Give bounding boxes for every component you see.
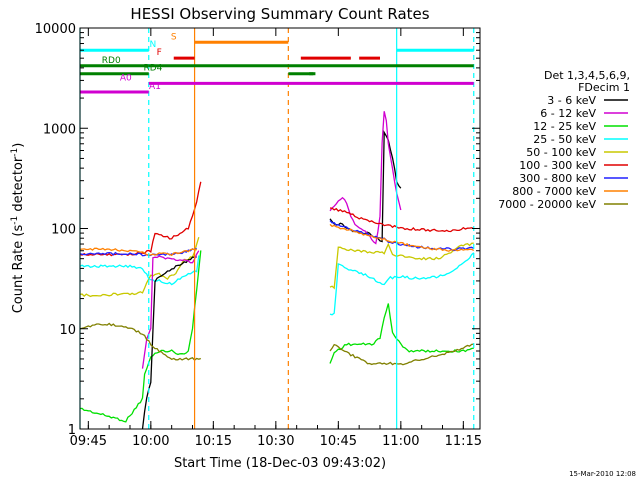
flag-layer: N SF RD0 RD4 A0 A1	[80, 32, 474, 94]
x-tick-label: 10:00	[132, 434, 169, 449]
legend-entry-label: 50 - 100 keV	[526, 146, 596, 159]
y-axis-label-sup2: -1	[10, 148, 20, 157]
flag-label: F	[157, 48, 162, 58]
legend-entry-label: 100 - 300 keV	[519, 159, 596, 172]
legend-entry-label: 800 - 7000 keV	[512, 185, 596, 198]
y-tick-label: 10000	[35, 22, 76, 37]
legend-entry-label: 25 - 50 keV	[533, 133, 596, 146]
legend-entry-label: 6 - 12 keV	[540, 107, 596, 120]
footer-timestamp: 15-Mar-2010 12:08	[569, 470, 636, 478]
y-axis-label-main: Count Rate (s	[11, 225, 26, 314]
flag-label: S	[171, 32, 177, 42]
legend-entry-label: 300 - 800 keV	[519, 172, 596, 185]
y-axis-label: Count Rate (s-1 detector-1)	[10, 143, 26, 314]
legend-header: Det 1,3,4,5,6,9,	[544, 69, 630, 82]
series-line	[79, 223, 475, 257]
series-layer	[79, 111, 475, 430]
x-tick-label: 11:15	[445, 434, 482, 449]
y-axis-label-end: )	[11, 143, 26, 148]
x-tick-label: 11:00	[382, 434, 419, 449]
series-line	[79, 237, 474, 298]
series-line	[79, 322, 474, 366]
y-tick-label: 1000	[43, 122, 76, 137]
series-line	[141, 111, 402, 369]
y-axis-label-mid: detector	[11, 156, 26, 216]
axis-layer: 09:45 10:00 10:15 10:30 10:45 11:00 11:15 1 10 10…	[35, 22, 482, 449]
y-tick-label: 1	[68, 423, 76, 438]
x-tick-label: 10:30	[257, 434, 294, 449]
flag-label: A1	[149, 82, 161, 92]
x-tick-label: 10:45	[320, 434, 357, 449]
y-tick-label: 100	[51, 223, 76, 238]
y-tick-label: 10	[59, 323, 76, 338]
legend-entry-label: 3 - 6 keV	[547, 94, 596, 107]
flag-label: N	[150, 40, 157, 50]
chart-title: HESSI Observing Summary Count Rates	[130, 5, 429, 23]
flag-label: A0	[120, 73, 132, 83]
y-axis-label-sup1: -1	[10, 216, 20, 225]
flag-label: RD4	[143, 64, 162, 74]
x-tick-label: 09:45	[70, 434, 107, 449]
legend-entry-label: 12 - 25 keV	[533, 120, 596, 133]
series-line	[79, 252, 475, 316]
legend-header: FDecim 1	[578, 81, 630, 94]
legend-entry-label: 7000 - 20000 keV	[498, 198, 596, 211]
x-tick-label: 10:15	[195, 434, 232, 449]
x-axis-label: Start Time (18-Dec-03 09:43:02)	[174, 456, 386, 471]
flag-label: RD0	[102, 56, 121, 66]
